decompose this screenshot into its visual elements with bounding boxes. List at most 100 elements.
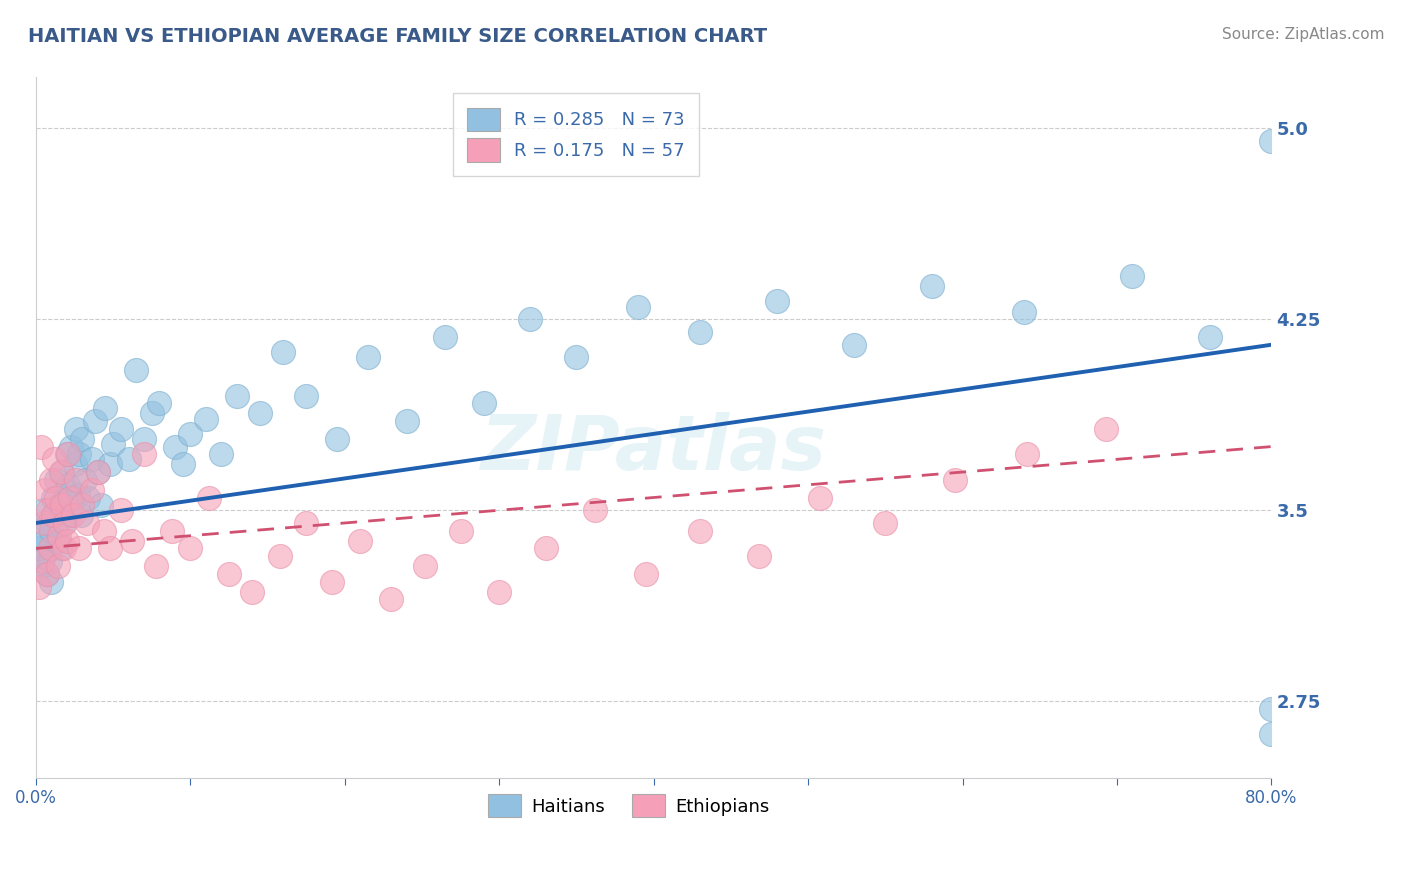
Point xyxy=(98,541,121,556)
Point xyxy=(67,447,90,461)
Point xyxy=(295,516,318,530)
Point xyxy=(141,407,163,421)
Point xyxy=(943,473,966,487)
Point xyxy=(269,549,291,563)
Point xyxy=(534,541,557,556)
Point xyxy=(357,351,380,365)
Point xyxy=(921,279,943,293)
Point xyxy=(1260,727,1282,741)
Point xyxy=(44,452,66,467)
Point xyxy=(1121,268,1143,283)
Point xyxy=(179,426,201,441)
Point xyxy=(60,440,83,454)
Point xyxy=(42,491,65,505)
Point xyxy=(52,516,75,530)
Point xyxy=(565,351,588,365)
Point xyxy=(44,508,66,523)
Point xyxy=(689,325,711,339)
Point xyxy=(519,312,541,326)
Point xyxy=(121,533,143,548)
Point xyxy=(110,503,132,517)
Point xyxy=(132,447,155,461)
Point xyxy=(52,541,75,556)
Point xyxy=(380,592,402,607)
Point xyxy=(627,300,650,314)
Point xyxy=(42,508,65,523)
Point xyxy=(59,508,82,523)
Point xyxy=(34,483,56,497)
Point xyxy=(72,498,94,512)
Point xyxy=(94,401,117,416)
Point xyxy=(53,516,76,530)
Point xyxy=(28,580,51,594)
Point xyxy=(844,338,866,352)
Point xyxy=(41,574,63,589)
Point xyxy=(634,566,657,581)
Point xyxy=(875,516,897,530)
Point xyxy=(31,559,53,574)
Point xyxy=(63,458,86,472)
Point xyxy=(30,529,52,543)
Point xyxy=(583,503,606,517)
Point xyxy=(51,465,73,479)
Point xyxy=(145,559,167,574)
Point xyxy=(51,498,73,512)
Point xyxy=(34,533,56,548)
Point xyxy=(172,458,194,472)
Text: ZIPatlas: ZIPatlas xyxy=(481,411,827,485)
Point xyxy=(48,529,70,543)
Point xyxy=(413,559,436,574)
Point xyxy=(163,440,186,454)
Legend: Haitians, Ethiopians: Haitians, Ethiopians xyxy=(481,787,778,824)
Point xyxy=(179,541,201,556)
Point xyxy=(30,440,52,454)
Point xyxy=(395,414,418,428)
Point xyxy=(31,554,53,568)
Point xyxy=(58,447,80,461)
Point xyxy=(90,498,112,512)
Point xyxy=(117,452,139,467)
Point xyxy=(125,363,148,377)
Point xyxy=(38,554,60,568)
Point xyxy=(65,473,87,487)
Point xyxy=(148,396,170,410)
Point xyxy=(37,516,59,530)
Point xyxy=(45,491,67,505)
Point xyxy=(93,524,115,538)
Point xyxy=(80,483,103,497)
Point xyxy=(225,389,247,403)
Point xyxy=(1260,134,1282,148)
Point xyxy=(1198,330,1220,344)
Point xyxy=(69,508,91,523)
Point xyxy=(160,524,183,538)
Point xyxy=(35,566,58,581)
Point xyxy=(1014,304,1036,318)
Point xyxy=(1260,702,1282,716)
Point xyxy=(326,432,349,446)
Point xyxy=(295,389,318,403)
Point xyxy=(194,411,217,425)
Point xyxy=(472,396,495,410)
Point xyxy=(35,566,58,581)
Point xyxy=(450,524,472,538)
Point xyxy=(321,574,343,589)
Point xyxy=(45,473,67,487)
Point xyxy=(218,566,240,581)
Point xyxy=(810,491,832,505)
Point xyxy=(101,437,124,451)
Point xyxy=(58,477,80,491)
Point xyxy=(349,533,371,548)
Point xyxy=(86,465,108,479)
Point xyxy=(49,541,72,556)
Point xyxy=(49,465,72,479)
Point xyxy=(766,294,789,309)
Point xyxy=(48,498,70,512)
Point xyxy=(56,447,79,461)
Point xyxy=(66,488,89,502)
Text: HAITIAN VS ETHIOPIAN AVERAGE FAMILY SIZE CORRELATION CHART: HAITIAN VS ETHIOPIAN AVERAGE FAMILY SIZE… xyxy=(28,27,768,45)
Point xyxy=(32,549,55,563)
Point xyxy=(98,458,121,472)
Point xyxy=(83,414,105,428)
Point xyxy=(53,483,76,497)
Point xyxy=(32,503,55,517)
